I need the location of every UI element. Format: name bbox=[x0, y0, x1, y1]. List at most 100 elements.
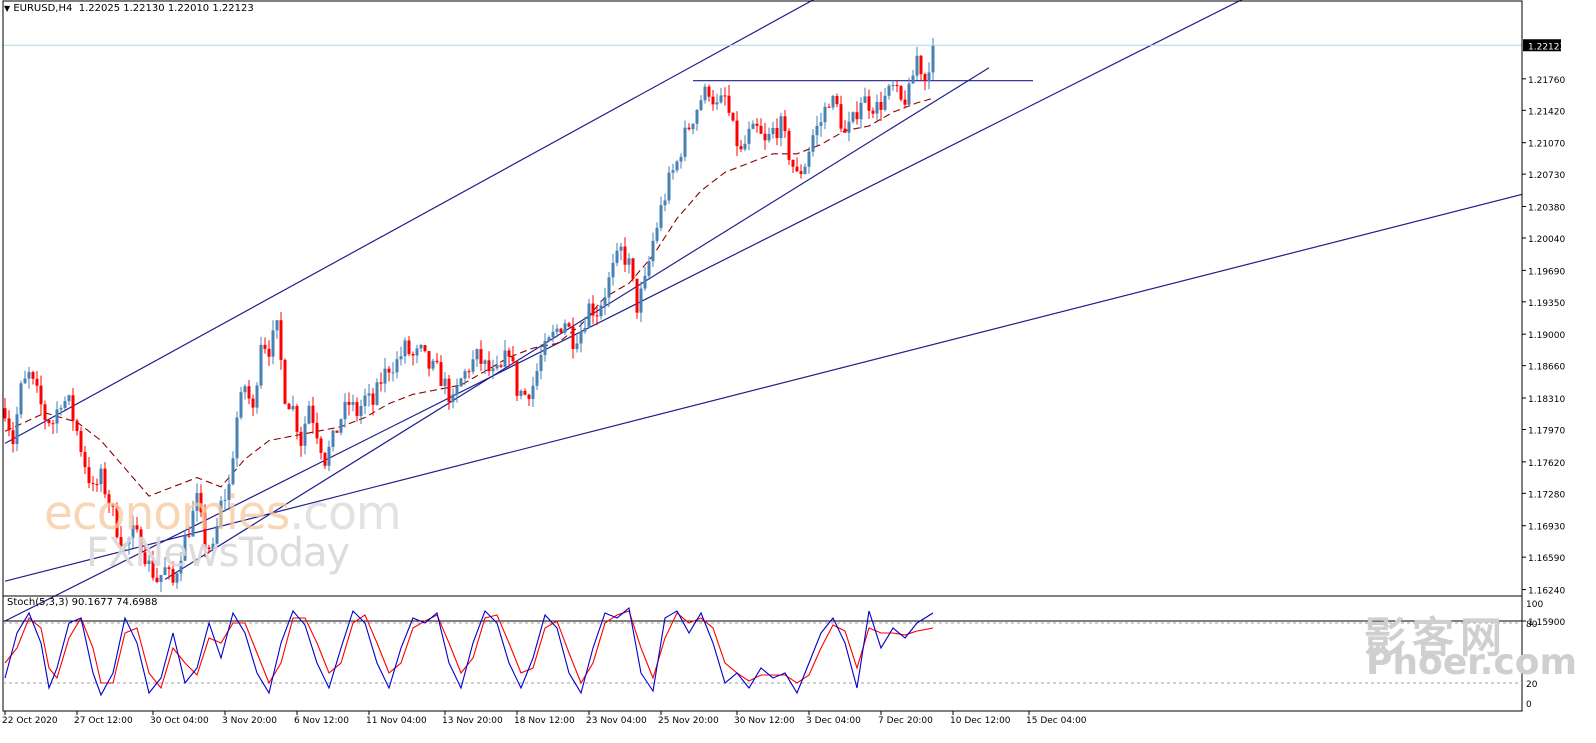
candle bbox=[331, 429, 335, 452]
candle-body bbox=[687, 127, 691, 130]
candle bbox=[615, 242, 619, 267]
candle bbox=[743, 135, 747, 152]
candle bbox=[867, 89, 871, 120]
candle-body bbox=[79, 431, 83, 452]
candle bbox=[571, 317, 575, 359]
candle-body bbox=[111, 504, 115, 507]
candle-body bbox=[855, 112, 859, 120]
candle-body bbox=[699, 100, 703, 111]
stochastic-header: Stoch(5,3,3) 90.1677 74.6988 bbox=[7, 597, 158, 608]
candle-body bbox=[599, 305, 603, 317]
candle-body bbox=[71, 395, 75, 421]
candle-body bbox=[691, 123, 695, 130]
candle-body bbox=[835, 95, 839, 105]
candle-body bbox=[163, 567, 167, 575]
collapse-arrow-icon[interactable]: ▼ bbox=[4, 4, 11, 13]
candle bbox=[215, 517, 219, 548]
candle bbox=[371, 388, 375, 416]
candle-body bbox=[311, 405, 315, 423]
candle-body bbox=[259, 344, 263, 386]
price-tick-label: 1.18660 bbox=[1528, 363, 1565, 373]
candle-body bbox=[139, 529, 143, 553]
candle-body bbox=[531, 385, 535, 399]
trendline-long-support bbox=[4, 193, 1522, 582]
candle bbox=[839, 95, 843, 133]
candle-body bbox=[499, 365, 503, 367]
candle-body bbox=[923, 74, 927, 82]
candle-body bbox=[651, 240, 655, 262]
candle-body bbox=[207, 547, 211, 550]
candle-body bbox=[279, 320, 283, 360]
candle-body bbox=[495, 365, 499, 369]
time-tick-label: 15 Dec 04:00 bbox=[1026, 716, 1087, 726]
candle bbox=[195, 483, 199, 522]
stochastic-panel: 100 80 20 0 bbox=[3, 600, 1543, 710]
candle-body bbox=[367, 393, 371, 396]
candle-body bbox=[47, 420, 51, 424]
candle bbox=[303, 416, 307, 455]
trendlines-group[interactable] bbox=[4, 0, 1525, 621]
candle-body bbox=[235, 417, 239, 459]
candle bbox=[851, 111, 855, 124]
candle-body bbox=[715, 102, 719, 105]
candle-body bbox=[347, 401, 351, 405]
candle-body bbox=[215, 526, 219, 544]
candle-body bbox=[171, 568, 175, 583]
candle-body bbox=[151, 560, 155, 578]
candle-body bbox=[467, 371, 471, 373]
candle bbox=[707, 84, 711, 102]
candle bbox=[907, 77, 911, 107]
candle bbox=[319, 436, 323, 460]
candle bbox=[427, 350, 431, 377]
candle-body bbox=[391, 372, 395, 374]
candle bbox=[59, 404, 63, 416]
candle-body bbox=[903, 99, 907, 105]
candle-body bbox=[919, 55, 923, 75]
candle bbox=[407, 336, 411, 357]
candle bbox=[811, 129, 815, 157]
candle bbox=[315, 412, 319, 445]
candle-body bbox=[619, 246, 623, 251]
price-tick-label: 1.19350 bbox=[1528, 299, 1565, 309]
candle bbox=[395, 351, 399, 379]
candle bbox=[763, 122, 767, 150]
candle bbox=[311, 396, 315, 434]
candle bbox=[199, 484, 203, 517]
candle-body bbox=[915, 55, 919, 76]
candle bbox=[711, 89, 715, 111]
candle-body bbox=[515, 361, 519, 396]
candle bbox=[843, 120, 847, 133]
candle bbox=[11, 421, 15, 453]
candle bbox=[159, 574, 163, 593]
candle-body bbox=[115, 506, 119, 538]
moving-average-group bbox=[4, 97, 934, 497]
candle-body bbox=[431, 360, 435, 369]
candle bbox=[111, 502, 115, 517]
candle-body bbox=[147, 560, 151, 565]
candle bbox=[83, 446, 87, 474]
candle-body bbox=[51, 423, 55, 425]
candle bbox=[55, 401, 59, 434]
candle bbox=[931, 37, 935, 80]
candle-body bbox=[623, 246, 627, 265]
candle bbox=[563, 319, 567, 335]
candle bbox=[591, 295, 595, 324]
candle bbox=[667, 166, 671, 204]
candle bbox=[203, 504, 207, 558]
candle-body bbox=[871, 110, 875, 114]
candle-body bbox=[771, 128, 775, 134]
candle-body bbox=[535, 370, 539, 386]
candle bbox=[139, 526, 143, 554]
candle-body bbox=[239, 392, 243, 418]
candle bbox=[99, 464, 103, 493]
candle-body bbox=[247, 386, 251, 399]
candle bbox=[483, 359, 487, 375]
candle-body bbox=[663, 200, 667, 206]
candle bbox=[703, 83, 707, 104]
price-tick-label: 1.17280 bbox=[1528, 490, 1565, 500]
candle bbox=[35, 371, 39, 393]
candle-body bbox=[23, 378, 27, 384]
candle-body bbox=[167, 567, 171, 569]
